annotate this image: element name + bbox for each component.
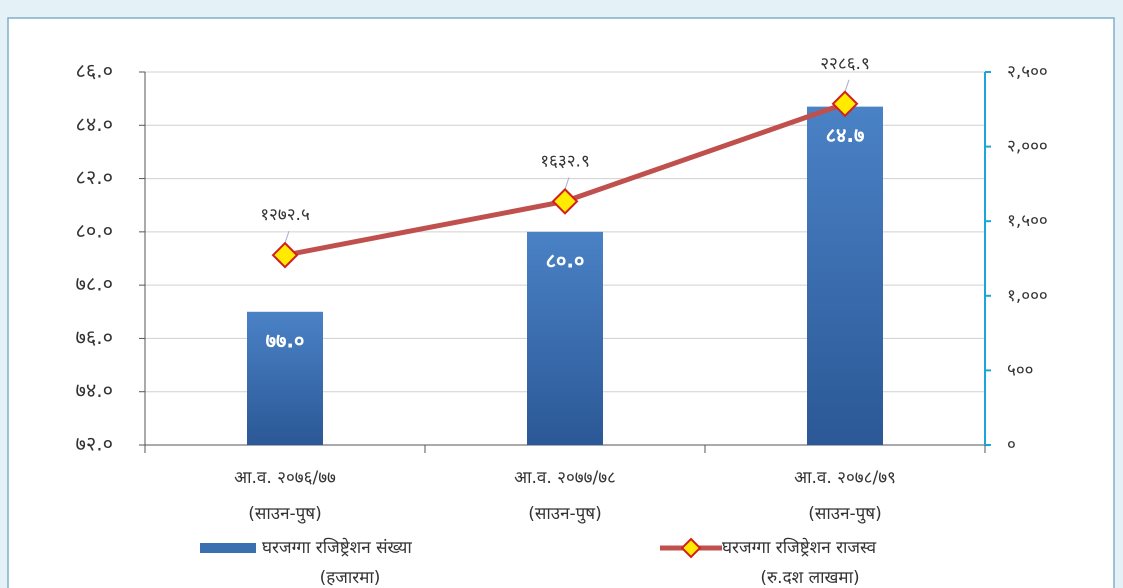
y2-tick-label: ५००: [1007, 360, 1034, 380]
y-tick-label: ८०.०: [75, 218, 113, 242]
bar-value-label: ८०.०: [546, 248, 585, 272]
label-leader: [564, 177, 570, 190]
label-leader: [844, 79, 850, 92]
line-value-label: २२८६.९: [820, 54, 870, 74]
legend-label: घरजग्गा रजिष्ट्रेशन संख्या: [262, 537, 412, 558]
legend-label: (हजारमा): [320, 568, 381, 588]
y2-tick-label: २,०००: [1007, 137, 1048, 157]
x-tick-label: (साउन-पुष): [248, 504, 322, 524]
y-tick-label: ७२.०: [75, 432, 113, 456]
x-tick-label: (साउन-पुष): [528, 504, 602, 524]
legend-marker: [680, 537, 702, 559]
line-value-label: १२७२.५: [260, 205, 310, 225]
y-tick-label: ८२.०: [75, 165, 113, 189]
bar: [807, 106, 883, 445]
label-leader: [284, 230, 290, 244]
line-value-label: १६३२.९: [540, 151, 590, 171]
y-tick-label: ७८.०: [75, 272, 113, 296]
bar: [527, 231, 603, 445]
x-tick-label: (साउन-पुष): [808, 504, 882, 524]
marker: [551, 187, 579, 215]
y2-tick-label: १,०००: [1007, 286, 1048, 306]
x-tick-label: आ.व. २०७६/७७: [234, 468, 336, 488]
y-tick-label: ७४.०: [75, 378, 113, 402]
y-tick-label: ८६.०: [75, 59, 113, 83]
y2-tick-label: १,५००: [1007, 211, 1048, 231]
x-tick-label: आ.व. २०७७/७८: [514, 468, 616, 488]
bar-value-label: ७७.०: [266, 328, 305, 352]
bar-value-label: ८४.७: [826, 123, 865, 147]
x-tick-label: आ.व. २०७८/७९: [794, 468, 896, 488]
y2-tick-label: ०: [1007, 435, 1016, 455]
y2-tick-label: २,५००: [1007, 62, 1048, 82]
legend-swatch: [200, 543, 256, 553]
bar: [247, 311, 323, 445]
y-tick-label: ७६.०: [75, 325, 113, 349]
legend-label: (रु.दश लाखमा): [760, 568, 859, 588]
legend-label: घरजग्गा रजिष्ट्रेशन राजस्व: [722, 537, 877, 558]
marker: [831, 90, 859, 118]
marker: [271, 241, 299, 269]
y-tick-label: ८४.०: [75, 112, 113, 136]
